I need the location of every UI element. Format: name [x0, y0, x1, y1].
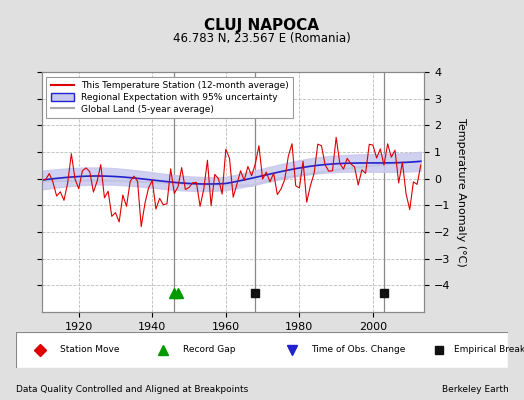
Text: Berkeley Earth: Berkeley Earth: [442, 385, 508, 394]
Text: Station Move: Station Move: [60, 346, 119, 354]
Text: Time of Obs. Change: Time of Obs. Change: [311, 346, 406, 354]
Text: Empirical Break: Empirical Break: [454, 346, 524, 354]
Text: 46.783 N, 23.567 E (Romania): 46.783 N, 23.567 E (Romania): [173, 32, 351, 45]
Y-axis label: Temperature Anomaly (°C): Temperature Anomaly (°C): [456, 118, 466, 266]
Legend: This Temperature Station (12-month average), Regional Expectation with 95% uncer: This Temperature Station (12-month avera…: [47, 76, 293, 118]
Text: CLUJ NAPOCA: CLUJ NAPOCA: [204, 18, 320, 33]
Text: Record Gap: Record Gap: [183, 346, 236, 354]
Text: Data Quality Controlled and Aligned at Breakpoints: Data Quality Controlled and Aligned at B…: [16, 385, 248, 394]
